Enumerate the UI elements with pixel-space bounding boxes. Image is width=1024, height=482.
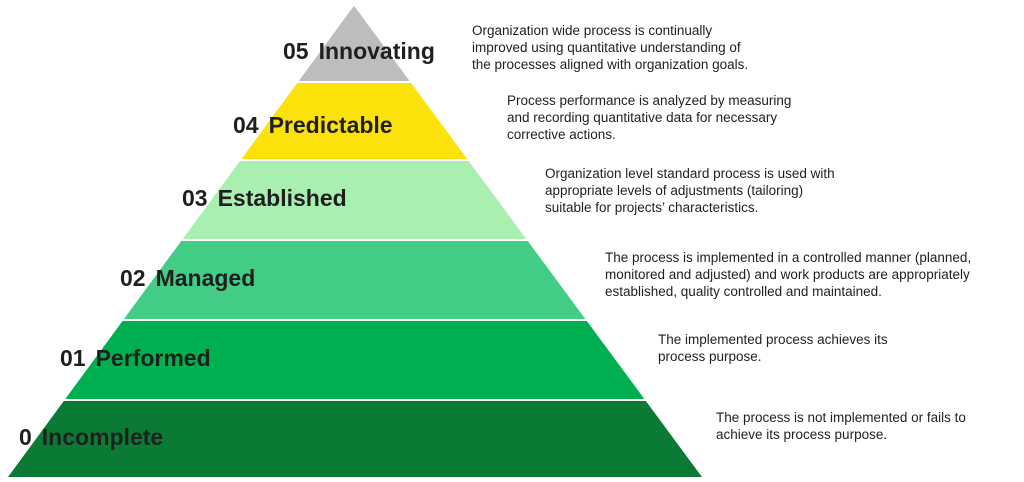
level-5-description: Organization wide process is continually… [472,23,749,72]
level-1-number: 01 [60,345,86,371]
level-0-number: 0 [19,424,32,450]
level-5-number: 05 [283,38,309,64]
level-5-name: Innovating [318,38,435,64]
level-3-description: Organization level standard process is u… [545,166,835,215]
level-0-description: The process is not implemented or fails … [716,410,966,442]
level-5-label: 05 Innovating [283,38,435,64]
level-3-name: Established [217,185,347,211]
level-0-band [4,399,706,479]
level-0-name: Incomplete [41,424,164,450]
level-2-name: Managed [155,265,256,291]
level-1-description: The implemented process achieves its pro… [658,332,888,364]
level-1-name: Performed [95,345,211,371]
level-4-number: 04 [233,112,259,138]
level-4-label: 04 Predictable [233,112,393,138]
level-0-label: 0 Incomplete [19,424,163,450]
level-2-description: The process is implemented in a controll… [605,250,972,299]
level-4-description: Process performance is analyzed by measu… [507,93,792,142]
level-3-label: 03 Established [182,185,347,211]
level-1-label: 01 Performed [60,345,211,371]
level-4-name: Predictable [268,112,393,138]
level-2-label: 02 Managed [120,265,255,291]
level-3-number: 03 [182,185,208,211]
level-2-number: 02 [120,265,146,291]
